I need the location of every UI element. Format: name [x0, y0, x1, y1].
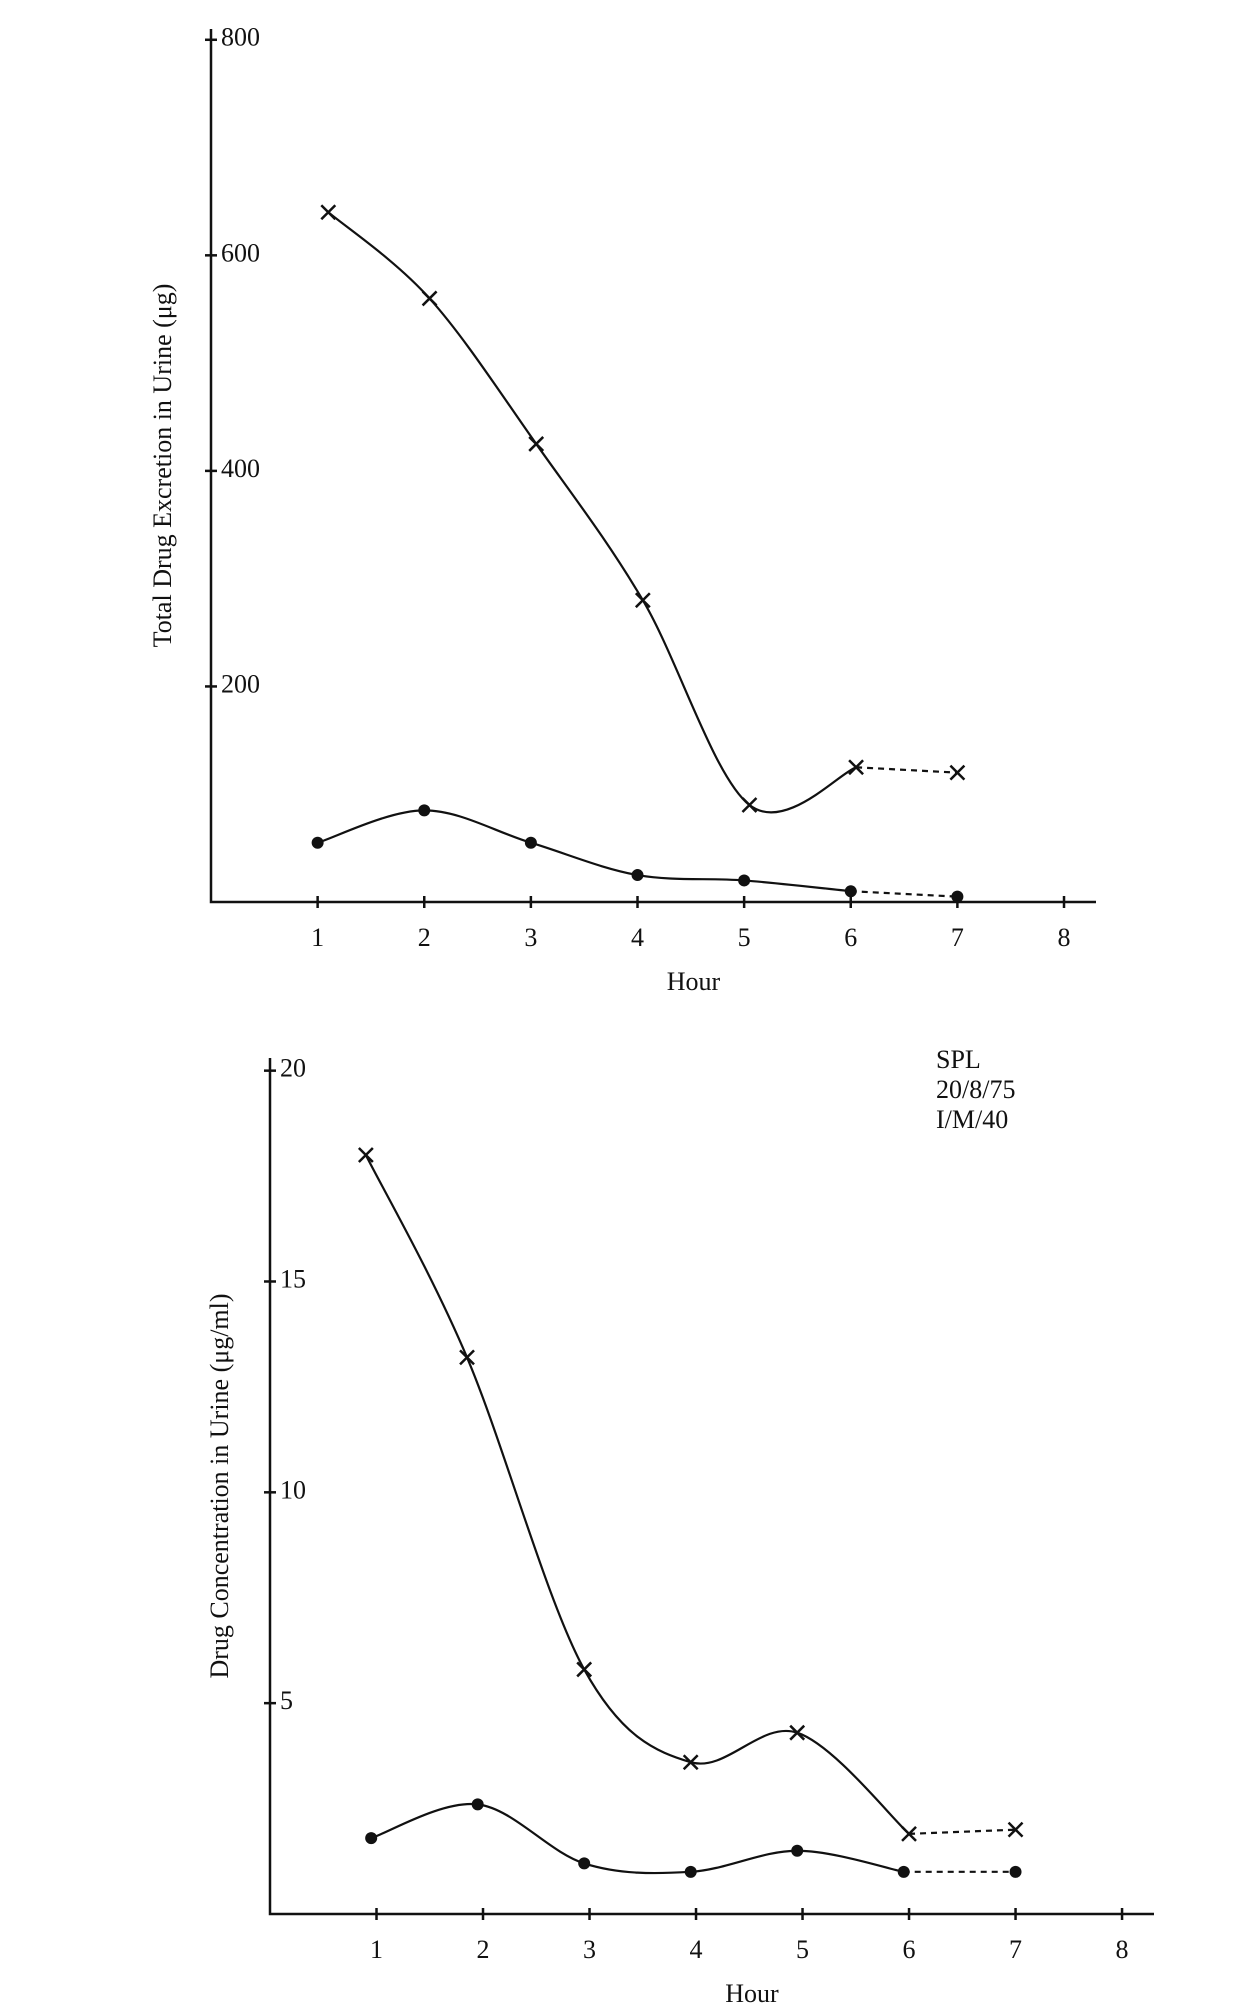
line: [364, 1154, 910, 1835]
x-tick-label: 5: [796, 1935, 809, 1964]
x-marker: [901, 1825, 917, 1842]
x-tick-label: 4: [631, 923, 644, 952]
dashed-segment: [850, 890, 958, 898]
annotation: 20/8/75: [936, 1075, 1015, 1104]
y-tick-label: 800: [221, 23, 260, 52]
y-axis-label: Drug Concentration in Urine (μg/ml): [205, 1293, 234, 1678]
dot-marker: [1009, 1865, 1022, 1878]
x-marker: [357, 1147, 374, 1163]
x-axis-label: Hour: [667, 967, 721, 996]
dashed-segment: [856, 766, 958, 774]
dot-marker: [365, 1832, 378, 1845]
x-marker: [528, 436, 545, 452]
x-marker: [459, 1349, 475, 1366]
x-marker: [741, 797, 758, 813]
dashed-segment: [908, 1828, 1016, 1835]
annotation: I/M/40: [936, 1105, 1008, 1134]
y-tick-label: 600: [221, 238, 260, 267]
x-tick-label: 4: [690, 1935, 703, 1964]
x-tick-label: 3: [583, 1935, 596, 1964]
x-tick-label: 7: [951, 923, 964, 952]
axes: [268, 1058, 1154, 1916]
x-tick-label: 6: [844, 923, 857, 952]
x-tick-label: 3: [524, 923, 537, 952]
dot-marker: [738, 874, 751, 887]
y-axis-label: Total Drug Excretion in Urine (μg): [148, 284, 177, 648]
x-tick-label: 7: [1009, 1935, 1022, 1964]
x-marker: [949, 764, 966, 781]
axes: [209, 29, 1096, 904]
x-tick-label: 8: [1058, 923, 1071, 952]
annotation: SPL: [936, 1045, 981, 1074]
dot-marker: [951, 890, 964, 903]
x-tick-label: 8: [1116, 1935, 1129, 1964]
dot-marker: [471, 1798, 484, 1811]
x-marker: [320, 204, 337, 221]
y-tick-label: 10: [280, 1475, 306, 1504]
dot-marker: [897, 1865, 910, 1878]
x-marker: [576, 1661, 593, 1678]
dot-marker: [684, 1865, 697, 1878]
x-axis-label: Hour: [725, 1979, 779, 2008]
dot-marker: [418, 804, 431, 817]
x-tick-label: 6: [903, 1935, 916, 1964]
dot-marker: [311, 836, 324, 849]
line: [327, 211, 857, 814]
x-tick-label: 2: [418, 923, 431, 952]
y-tick-label: 200: [221, 669, 260, 698]
y-tick-label: 400: [221, 454, 260, 483]
line: [317, 809, 851, 893]
x-tick-label: 1: [370, 1935, 383, 1964]
y-tick-label: 15: [280, 1264, 306, 1293]
y-tick-label: 20: [280, 1054, 306, 1083]
dot-marker: [524, 836, 537, 849]
x-tick-label: 5: [738, 923, 751, 952]
dot-marker: [631, 869, 644, 882]
x-marker: [421, 290, 438, 307]
x-marker: [848, 759, 864, 776]
x-marker: [682, 1754, 699, 1771]
x-tick-label: 2: [477, 1935, 490, 1964]
x-marker: [1007, 1821, 1024, 1838]
dot-marker: [791, 1844, 804, 1857]
x-marker: [789, 1724, 806, 1741]
dot-marker: [578, 1857, 591, 1870]
line: [370, 1802, 904, 1875]
dot-marker: [844, 885, 857, 898]
x-marker: [634, 592, 651, 609]
y-tick-label: 5: [280, 1686, 293, 1715]
x-tick-label: 1: [311, 923, 324, 952]
